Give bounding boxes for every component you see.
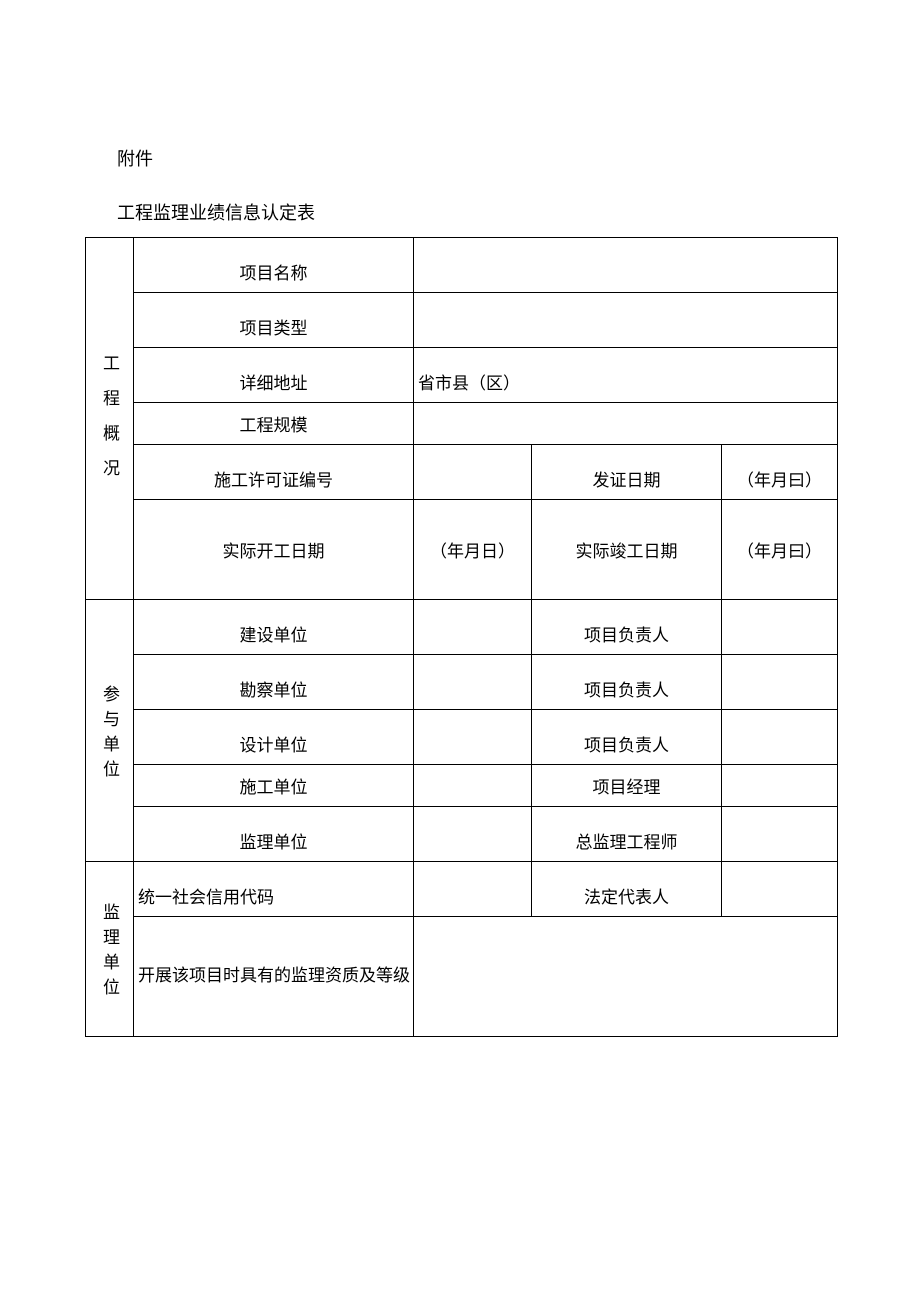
design-unit-label: 设计单位 <box>134 710 414 765</box>
issue-date-value: （年月曰） <box>722 445 838 500</box>
start-date-label: 实际开工日期 <box>134 500 414 600</box>
construction-leader-value <box>722 600 838 655</box>
survey-leader-value <box>722 655 838 710</box>
supervision-unit-value <box>414 807 532 862</box>
address-value: 省市县（区） <box>414 348 838 403</box>
project-name-label: 项目名称 <box>134 238 414 293</box>
qualification-value <box>414 917 838 1037</box>
design-leader-label: 项目负责人 <box>532 710 722 765</box>
scale-value <box>414 403 838 445</box>
build-unit-value <box>414 765 532 807</box>
design-leader-value <box>722 710 838 765</box>
page-title: 工程监理业绩信息认定表 <box>117 199 835 225</box>
section-supervision-unit: 监理单位 <box>86 862 134 1037</box>
design-unit-value <box>414 710 532 765</box>
construction-unit-value <box>414 600 532 655</box>
section-overview: 工程概况 <box>86 238 134 600</box>
project-name-value <box>414 238 838 293</box>
issue-date-label: 发证日期 <box>532 445 722 500</box>
construction-leader-label: 项目负责人 <box>532 600 722 655</box>
completion-date-label: 实际竣工日期 <box>532 500 722 600</box>
permit-no-label: 施工许可证编号 <box>134 445 414 500</box>
chief-engineer-label: 总监理工程师 <box>532 807 722 862</box>
survey-unit-value <box>414 655 532 710</box>
build-unit-label: 施工单位 <box>134 765 414 807</box>
qualification-label: 开展该项目时具有的监理资质及等级 <box>134 917 414 1037</box>
scale-label: 工程规模 <box>134 403 414 445</box>
legal-rep-label: 法定代表人 <box>532 862 722 917</box>
credit-code-value <box>414 862 532 917</box>
chief-engineer-value <box>722 807 838 862</box>
credit-code-label: 统一社会信用代码 <box>134 862 414 917</box>
permit-no-value <box>414 445 532 500</box>
survey-unit-label: 勘察单位 <box>134 655 414 710</box>
section-participants: 参与单位 <box>86 600 134 862</box>
legal-rep-value <box>722 862 838 917</box>
build-manager-label: 项目经理 <box>532 765 722 807</box>
project-type-label: 项目类型 <box>134 293 414 348</box>
build-manager-value <box>722 765 838 807</box>
supervision-unit-label: 监理单位 <box>134 807 414 862</box>
start-date-value: （年月日） <box>414 500 532 600</box>
construction-unit-label: 建设单位 <box>134 600 414 655</box>
address-label: 详细地址 <box>134 348 414 403</box>
attachment-label: 附件 <box>117 145 835 171</box>
completion-date-value: （年月曰） <box>722 500 838 600</box>
project-type-value <box>414 293 838 348</box>
certification-table: 工程概况 项目名称 项目类型 详细地址 省市县（区） 工程规模 施工许可证编号 … <box>85 237 838 1037</box>
survey-leader-label: 项目负责人 <box>532 655 722 710</box>
